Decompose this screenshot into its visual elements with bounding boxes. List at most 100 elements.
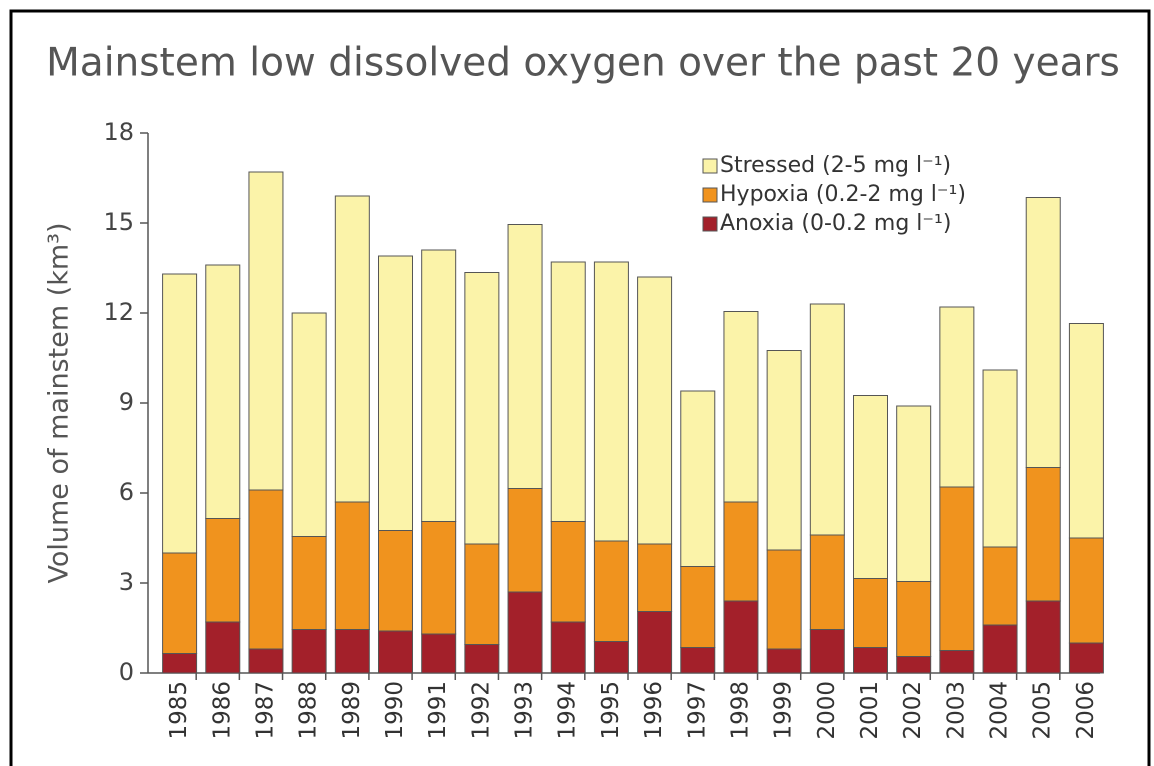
bar-segment [593,540,629,642]
y-tick-label: 3 [119,568,134,596]
bar-segment [334,195,370,503]
x-tick-label: 1990 [382,681,408,740]
bar-segment [982,546,1018,626]
x-tick-label: 1989 [339,681,365,740]
bar-segment [680,566,716,648]
bar-segment [378,255,413,531]
bar-segment [464,644,500,674]
bar-segment [550,261,586,522]
x-tick-label: 1992 [468,681,494,740]
bar-segment [248,489,284,650]
legend-swatch [702,158,718,174]
bar-segment [809,629,845,674]
bar-segment [550,521,586,623]
bar-segment [378,530,413,632]
bar-segment [334,501,370,630]
legend-label: Anoxia (0-0.2 mg l⁻¹) [720,211,951,236]
bar-segment [680,390,716,567]
bar-segment [939,306,975,488]
bar-segment [507,224,543,489]
bar-segment [1068,323,1104,539]
legend-swatch [702,216,718,232]
bar-segment [205,518,241,623]
x-tick-label: 2001 [857,681,883,740]
bar-segment [939,486,975,651]
bar-segment [421,633,457,674]
bar-segment [1025,467,1061,602]
bar-segment [1025,600,1061,674]
x-tick-label: 1999 [771,681,797,740]
bar-segment [982,369,1018,548]
bar-segment [593,261,629,542]
y-tick-label: 9 [119,388,134,416]
x-tick-label: 1996 [641,681,667,740]
bar-segment [637,276,673,545]
x-tick-label: 1997 [684,681,710,740]
bar-segment [248,171,284,491]
x-tick-label: 2004 [987,681,1013,740]
y-tick-label: 12 [103,298,134,326]
x-tick-label: 1995 [598,681,624,740]
x-tick-label: 2003 [943,681,969,740]
bar-segment [291,536,327,630]
bar-segment [507,591,543,674]
x-tick-label: 2005 [1030,681,1056,740]
chart-title: Mainstem low dissolved oxygen over the p… [46,41,1120,86]
x-tick-label: 1993 [512,681,538,740]
bar-segment [896,581,932,657]
bar-segment [896,405,932,582]
bar-segment [1025,197,1061,468]
bar-segment [421,521,457,635]
bar-segment [1068,642,1104,674]
bar-segment [853,647,888,674]
x-tick-label: 2006 [1073,681,1099,740]
y-tick-label: 6 [119,478,134,506]
bar-segment [550,621,586,674]
x-tick-label: 1985 [166,681,192,740]
y-tick-label: 15 [103,208,134,236]
bar-segment [205,264,241,519]
bar-segment [205,621,241,674]
x-tick-label: 2000 [814,681,840,740]
legend-label: Stressed (2-5 mg l⁻¹) [720,153,951,178]
bar-segment [939,650,975,674]
bar-segment [637,611,673,674]
bar-segment [982,624,1018,674]
bar-segment [464,272,500,545]
bar-segment [766,350,802,551]
x-tick-label: 1986 [209,681,235,740]
bar-segment [507,488,543,593]
x-tick-label: 2002 [900,681,926,740]
bar-segment [853,578,888,648]
x-tick-label: 1987 [252,681,278,740]
bar-segment [853,395,888,579]
bar-segment [766,549,802,650]
bar-segment [291,629,327,674]
bar-segment [162,273,198,554]
x-tick-label: 1994 [555,681,581,740]
bar-segment [162,653,198,674]
bar-segment [680,647,716,674]
bar-segment [766,648,802,674]
bar-segment [378,630,413,674]
bar-segment [291,312,327,537]
bar-segment [421,249,457,522]
bar-segment [334,629,370,674]
y-tick-label: 0 [119,658,134,686]
bar-segment [723,600,759,674]
legend-swatch [702,187,718,203]
bar-segment [464,543,500,645]
bar-segment [896,656,932,674]
bar-segment [162,552,198,654]
y-tick-label: 18 [103,118,134,146]
bar-segment [1068,537,1104,644]
bar-segment [637,543,673,612]
bar-segment [248,648,284,674]
x-tick-label: 1988 [296,681,322,740]
x-tick-label: 1998 [727,681,753,740]
y-axis-label: Volume of mainstem (km³) [44,222,75,583]
bar-segment [723,501,759,602]
bar-segment [809,303,845,536]
